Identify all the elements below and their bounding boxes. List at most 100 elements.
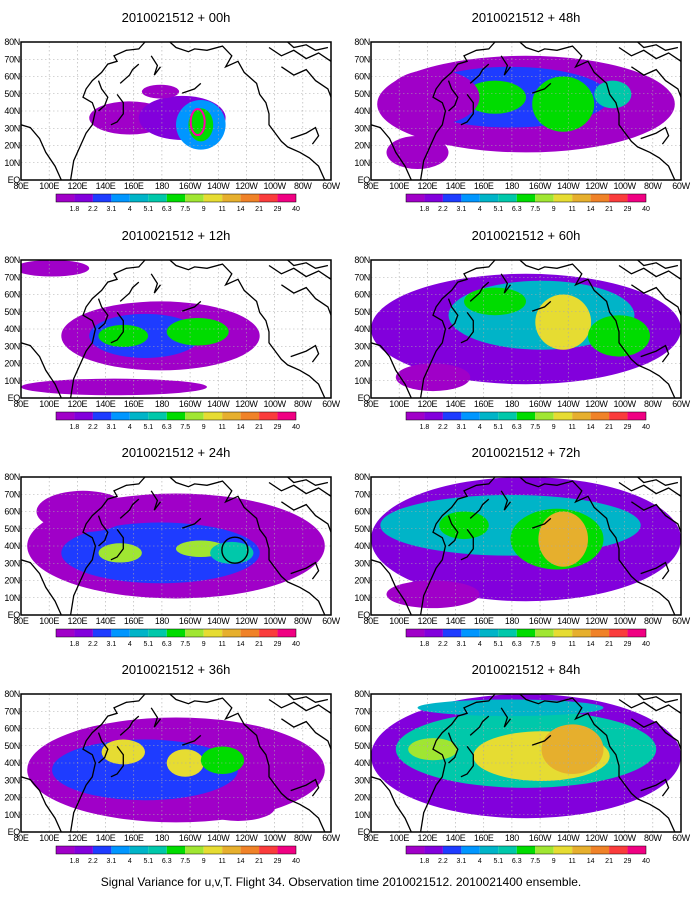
colorbar-label: 4 — [128, 858, 132, 865]
colorbar-label: 11 — [219, 206, 226, 213]
lat-tick-label: 10N — [354, 158, 370, 168]
colorbar-swatch — [111, 412, 130, 420]
colorbar-label: 14 — [587, 424, 595, 431]
coastline — [21, 259, 331, 399]
lon-tick-label: 80E — [13, 833, 28, 843]
colorbar-swatch — [56, 629, 75, 637]
colorbar-swatch — [535, 629, 554, 637]
lon-tick-label: 160W — [529, 833, 552, 843]
lat-tick-label: 40N — [354, 324, 370, 334]
lon-tick-label: 160E — [474, 833, 494, 843]
lat-lon-grid — [371, 42, 681, 180]
colorbar-swatch — [553, 629, 573, 637]
map-panel: 2010021512 + 00h 80E 100E 120E 140E 160E 180 16… — [4, 10, 341, 213]
colorbar-label: 1.8 — [420, 858, 430, 865]
lon-tick-label: 100E — [39, 181, 59, 191]
lon-tick-label: 120W — [235, 181, 258, 191]
lon-tick-label: 160W — [179, 181, 202, 191]
lat-tick-label: 80N — [4, 255, 20, 265]
colorbar-label: 5.1 — [493, 641, 503, 648]
colorbar-swatch — [424, 629, 443, 637]
colorbar-swatch — [406, 194, 425, 202]
variance-contour — [166, 317, 229, 346]
lon-tick-label: 160E — [124, 616, 144, 626]
lat-tick-label: 80N — [354, 472, 370, 482]
colorbar-swatch — [277, 412, 296, 420]
colorbar-swatch — [259, 194, 278, 202]
colorbar-label: 3.1 — [457, 206, 467, 213]
variance-contour — [21, 260, 90, 277]
lat-lon-grid — [21, 694, 331, 832]
colorbar-swatch — [185, 629, 204, 637]
lon-tick-label: 60W — [672, 616, 690, 626]
colorbar-swatch — [627, 629, 646, 637]
colorbar-label: 3.1 — [107, 206, 117, 213]
colorbar-swatch — [498, 412, 517, 420]
lat-tick-label: 40N — [4, 758, 20, 768]
lat-tick-label: 30N — [354, 558, 370, 568]
colorbar-swatch — [203, 412, 223, 420]
colorbar-label: 9 — [552, 424, 556, 431]
colorbar-label: 21 — [605, 206, 613, 213]
lon-tick-label: 80W — [644, 181, 662, 191]
colorbar-swatch — [277, 194, 296, 202]
lon-tick-label: 120E — [67, 833, 87, 843]
lat-tick-label: EQ — [358, 393, 371, 403]
lon-tick-label: 180 — [155, 181, 169, 191]
lon-tick-label: 140W — [557, 181, 580, 191]
lat-tick-label: 30N — [4, 775, 20, 785]
colorbar-label: 40 — [292, 206, 300, 213]
variance-contour — [535, 294, 592, 350]
variance-contour — [395, 363, 471, 392]
colorbar-label: 7.5 — [180, 641, 190, 648]
colorbar-label: 5.1 — [493, 424, 503, 431]
lon-tick-label: 100W — [613, 181, 636, 191]
variance-contour — [541, 724, 604, 775]
variance-contour — [200, 746, 245, 775]
colorbar-label: 7.5 — [530, 424, 540, 431]
lon-tick-label: 80W — [294, 833, 312, 843]
lat-tick-label: 60N — [4, 290, 20, 300]
lat-tick-label: 60N — [354, 290, 370, 300]
colorbar-swatch — [166, 194, 186, 202]
lat-tick-label: 20N — [354, 359, 370, 369]
lon-tick-label: 100E — [39, 833, 59, 843]
colorbar-label: 11 — [569, 641, 576, 648]
lon-tick-label: 100W — [263, 833, 286, 843]
lon-tick-label: 120E — [417, 616, 437, 626]
lon-tick-label: 80E — [13, 181, 28, 191]
colorbar-swatch — [259, 412, 278, 420]
colorbar-swatch — [609, 629, 628, 637]
colorbar-swatch — [627, 412, 646, 420]
colorbar-label: 40 — [292, 641, 300, 648]
colorbar-swatch — [498, 629, 517, 637]
lon-tick-label: 140E — [446, 181, 466, 191]
lat-tick-label: 30N — [4, 558, 20, 568]
colorbar-swatch — [92, 629, 112, 637]
colorbar-label: 3.1 — [107, 641, 117, 648]
lon-tick-label: 80E — [363, 181, 378, 191]
lon-tick-label: 100E — [389, 833, 409, 843]
colorbar-swatch — [185, 846, 204, 854]
colorbar-label: 29 — [274, 206, 282, 213]
colorbar-label: 2.2 — [88, 641, 98, 648]
colorbar-swatch — [277, 629, 296, 637]
lon-tick-label: 180 — [505, 181, 519, 191]
colorbar-swatch — [516, 194, 536, 202]
lat-tick-label: 40N — [4, 324, 20, 334]
colorbar-swatch — [129, 629, 149, 637]
colorbar-swatch — [590, 412, 610, 420]
colorbar-swatch — [535, 194, 554, 202]
colorbar-label: 21 — [255, 424, 263, 431]
lat-tick-label: 20N — [354, 793, 370, 803]
lon-tick-label: 120W — [585, 399, 608, 409]
colorbar-label: 14 — [587, 206, 595, 213]
colorbar-swatch — [203, 846, 223, 854]
figure-caption: Signal Variance for u,v,T. Flight 34. Ob… — [101, 875, 582, 889]
colorbar-label: 5.1 — [143, 424, 153, 431]
lat-tick-label: 80N — [354, 37, 370, 47]
lon-tick-label: 140E — [96, 616, 116, 626]
lon-tick-label: 80E — [363, 833, 378, 843]
coastline — [371, 259, 681, 399]
colorbar-label: 6.3 — [512, 641, 522, 648]
